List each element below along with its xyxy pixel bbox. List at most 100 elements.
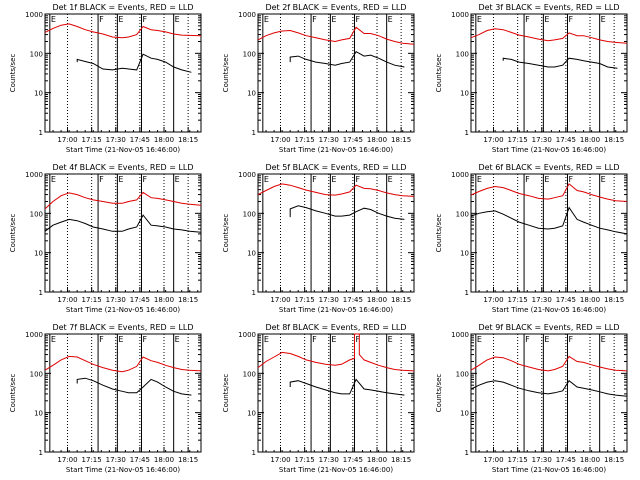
y-axis-label: Counts/sec <box>435 214 443 253</box>
x-tick-label: 18:00 <box>580 296 600 304</box>
lld-line <box>470 28 628 44</box>
y-tick-label: 10 <box>460 90 469 98</box>
x-tick-label: 17:00 <box>270 296 290 304</box>
interval-label: E <box>175 335 180 344</box>
plot-frame <box>257 333 415 453</box>
y-tick-label: 10 <box>34 410 43 418</box>
interval-label: E <box>544 175 549 184</box>
x-axis-label: Start Time (21-Nov-05 16:46:00) <box>492 466 606 474</box>
x-axis-label: Start Time (21-Nov-05 16:46:00) <box>279 466 393 474</box>
lld-line <box>44 191 202 210</box>
interval-label: F <box>355 15 360 24</box>
lld-line <box>257 183 415 197</box>
y-tick-label: 10 <box>34 90 43 98</box>
x-tick-label: 17:45 <box>343 296 363 304</box>
x-axis-label: Start Time (21-Nov-05 16:46:00) <box>66 466 180 474</box>
events-line <box>289 205 405 220</box>
x-tick-label: 18:15 <box>178 136 198 144</box>
y-tick-label: 100 <box>30 370 43 378</box>
x-tick-label: 17:45 <box>343 456 363 464</box>
y-tick-label: 1 <box>39 449 43 457</box>
x-tick-label: 18:00 <box>154 136 174 144</box>
panel-9: Det 9f BLACK = Events, RED = LLD 1 10 100 10… <box>435 323 628 474</box>
x-tick-label: 17:00 <box>270 136 290 144</box>
y-axis-label: Counts/sec <box>222 374 230 413</box>
y-tick-label: 1000 <box>238 331 256 339</box>
y-tick-label: 100 <box>243 370 256 378</box>
plot-frame <box>257 173 415 293</box>
x-tick-label: 18:00 <box>367 136 387 144</box>
x-tick-label: 17:30 <box>319 136 339 144</box>
y-tick-label: 1000 <box>451 11 469 19</box>
plot-frame <box>470 333 628 453</box>
interval-label: E <box>544 15 549 24</box>
lld-line <box>44 355 202 373</box>
panel-6: Det 6f BLACK = Events, RED = LLD 1 10 100 10… <box>435 163 628 314</box>
y-tick-label: 1000 <box>25 331 43 339</box>
interval-label: E <box>331 335 336 344</box>
interval-label: E <box>601 15 606 24</box>
x-tick-label: 17:00 <box>57 136 77 144</box>
panel-title: Det 7f BLACK = Events, RED = LLD <box>52 323 193 332</box>
plot-frame <box>470 173 628 293</box>
x-axis-label: Start Time (21-Nov-05 16:46:00) <box>66 306 180 314</box>
interval-label: E <box>118 15 123 24</box>
y-tick-label: 1 <box>252 129 256 137</box>
interval-label: E <box>388 175 393 184</box>
interval-label: F <box>99 175 104 184</box>
lld-line <box>44 23 202 39</box>
y-axis-label: Counts/sec <box>222 214 230 253</box>
interval-label: E <box>544 335 549 344</box>
interval-label: F <box>525 175 530 184</box>
y-tick-label: 100 <box>30 210 43 218</box>
y-tick-label: 10 <box>34 250 43 258</box>
y-axis-label: Counts/sec <box>9 374 17 413</box>
y-tick-label: 10 <box>247 410 256 418</box>
interval-label: E <box>51 335 56 344</box>
x-tick-label: 17:00 <box>483 456 503 464</box>
interval-label: E <box>477 15 482 24</box>
panel-title: Det 4f BLACK = Events, RED = LLD <box>52 163 193 172</box>
events-line <box>76 53 192 73</box>
x-tick-label: 17:15 <box>82 456 102 464</box>
plot-frame <box>44 173 202 293</box>
y-tick-label: 10 <box>460 250 469 258</box>
plot-frame <box>44 13 202 133</box>
x-tick-label: 17:15 <box>508 456 528 464</box>
panel-title: Det 3f BLACK = Events, RED = LLD <box>478 3 619 12</box>
interval-label: F <box>142 15 147 24</box>
events-line <box>289 378 405 396</box>
x-tick-label: 17:30 <box>532 136 552 144</box>
y-tick-label: 10 <box>247 250 256 258</box>
x-tick-label: 17:30 <box>106 296 126 304</box>
panel-7: Det 7f BLACK = Events, RED = LLD 1 10 100 10… <box>9 323 202 474</box>
y-tick-label: 1 <box>465 289 469 297</box>
interval-label: E <box>175 175 180 184</box>
panel-title: Det 8f BLACK = Events, RED = LLD <box>265 323 406 332</box>
x-tick-label: 18:00 <box>367 456 387 464</box>
x-tick-label: 18:15 <box>604 456 624 464</box>
x-tick-label: 17:15 <box>82 136 102 144</box>
interval-label: E <box>477 175 482 184</box>
x-tick-label: 17:00 <box>57 296 77 304</box>
x-axis-label: Start Time (21-Nov-05 16:46:00) <box>279 146 393 154</box>
x-tick-label: 17:15 <box>295 136 315 144</box>
interval-label: E <box>477 335 482 344</box>
x-tick-label: 17:45 <box>130 136 150 144</box>
x-tick-label: 18:15 <box>604 136 624 144</box>
x-tick-label: 17:00 <box>57 456 77 464</box>
interval-label: E <box>331 175 336 184</box>
interval-label: F <box>525 15 530 24</box>
panel-8: Det 8f BLACK = Events, RED = LLD 1 10 100 10… <box>222 323 415 474</box>
x-tick-label: 18:15 <box>178 456 198 464</box>
interval-label: E <box>264 15 269 24</box>
y-axis-label: Counts/sec <box>435 374 443 413</box>
x-tick-label: 18:00 <box>154 456 174 464</box>
interval-label: E <box>264 335 269 344</box>
interval-label: E <box>601 175 606 184</box>
y-tick-label: 1000 <box>25 171 43 179</box>
x-tick-label: 17:30 <box>319 456 339 464</box>
x-tick-label: 18:15 <box>604 296 624 304</box>
lld-line <box>257 333 415 372</box>
